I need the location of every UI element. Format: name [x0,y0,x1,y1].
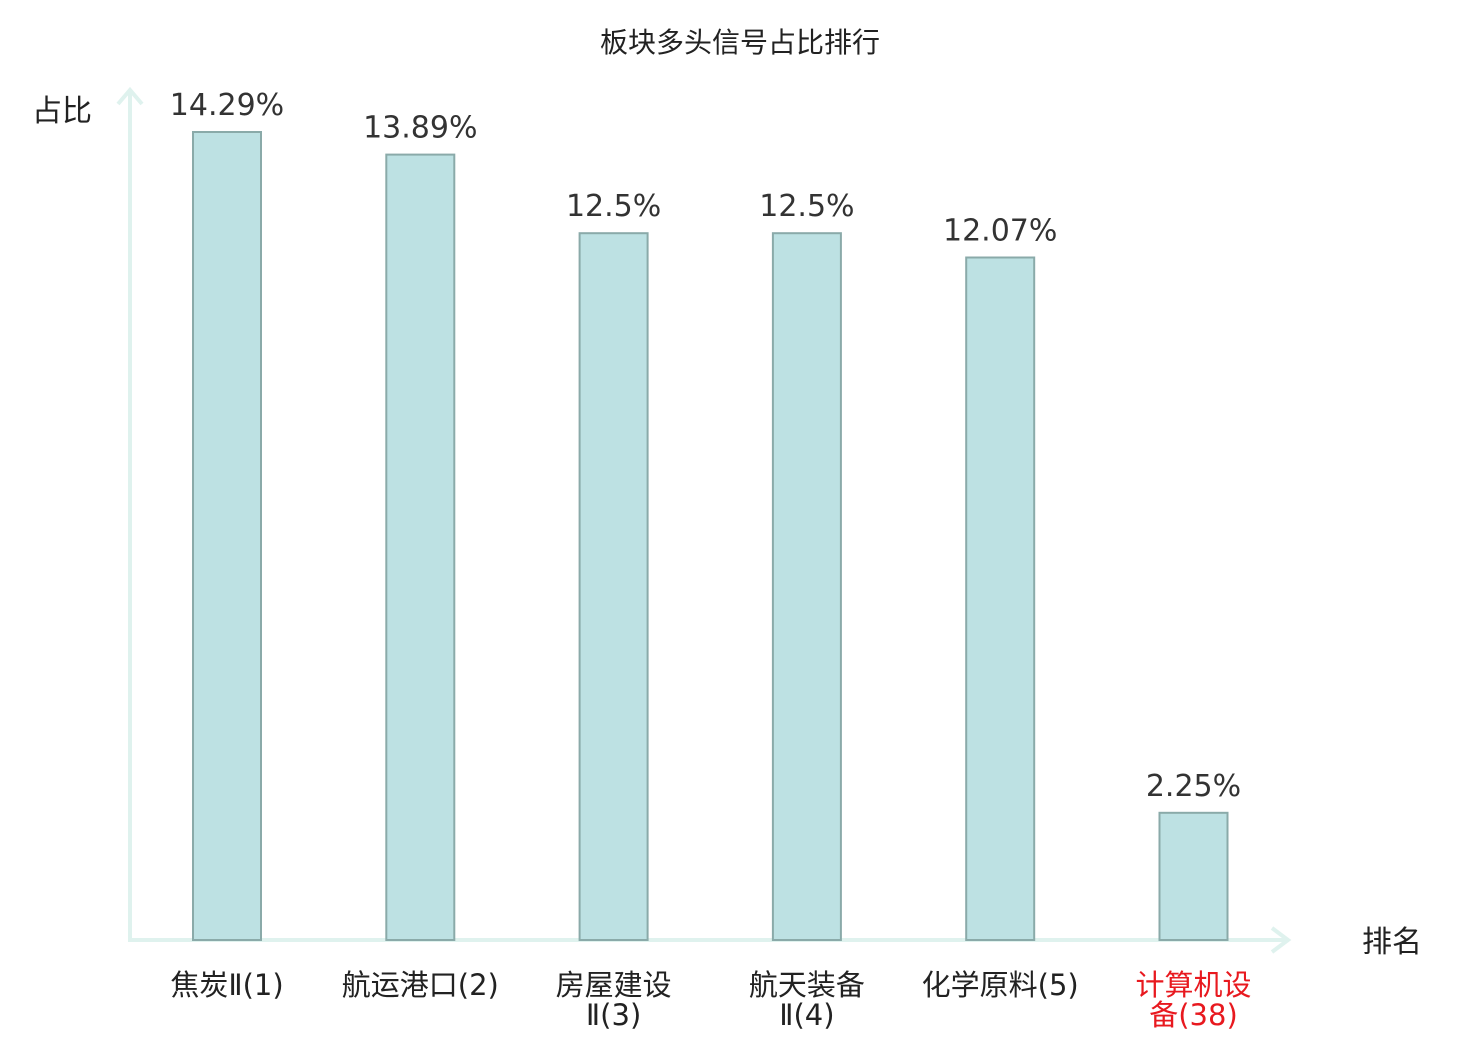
bar-5 [965,256,1036,941]
category-label-1: 焦炭Ⅱ(1) [170,968,283,1002]
category-label-6-line-2: 备(38) [1149,998,1238,1032]
bar-2 [385,153,456,942]
bar-1 [192,131,262,941]
value-label-2: 13.89% [363,111,477,146]
value-label-4: 12.5% [759,189,854,224]
value-label-1: 14.29% [170,88,284,123]
category-label-6-line-1: 计算机设 [1135,968,1251,1002]
value-label-6: 2.25% [1146,769,1241,804]
x-axis-label: 排名 [1362,925,1422,960]
value-label-5: 12.07% [943,214,1057,249]
y-axis-label: 占比 [32,94,92,129]
bar-3 [578,232,649,941]
bars-group [192,131,1229,942]
chart-title: 板块多头信号占比排行 [600,26,880,59]
category-label-3-line-2: Ⅱ(3) [586,998,641,1032]
axes [116,86,1292,954]
category-label-4-line-2: Ⅱ(4) [779,998,834,1032]
bar-6 [1158,811,1229,941]
x-axis-arrow [1270,926,1292,954]
category-label-4-line-1: 航天装备 [749,968,865,1002]
category-label-3-line-1: 房屋建设 [556,968,672,1002]
category-label-5: 化学原料(5) [922,968,1079,1002]
value-labels-group: 14.29% 13.89% 12.5% 12.5% 12.07% 2.25% [170,88,1241,804]
value-label-3: 12.5% [566,189,661,224]
bar-4 [771,232,842,941]
y-axis-arrow [116,86,144,106]
category-label-2: 航运港口(2) [342,968,499,1002]
